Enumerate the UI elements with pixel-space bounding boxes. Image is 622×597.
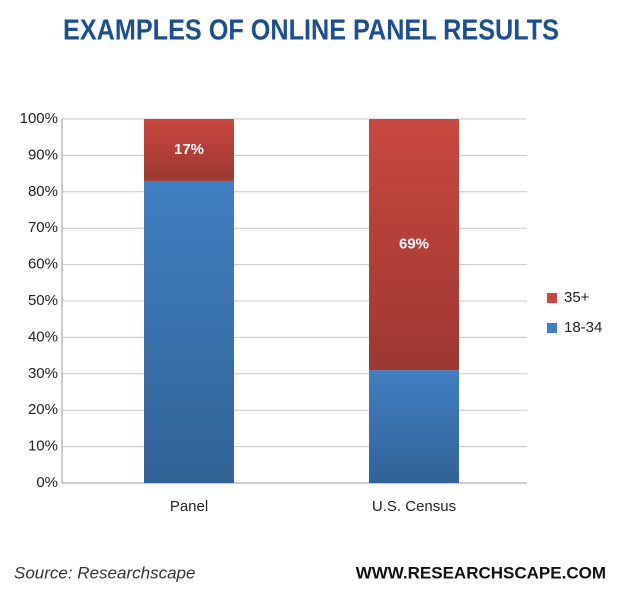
x-tick-label: U.S. Census xyxy=(372,498,456,515)
bar-shade xyxy=(369,119,459,371)
bar-shade xyxy=(144,119,234,181)
data-label: 69% xyxy=(399,236,429,253)
y-tick-label: 50% xyxy=(28,292,58,309)
legend-swatch xyxy=(547,323,557,333)
source: Source: Researchscape xyxy=(14,563,195,582)
y-tick-label: 10% xyxy=(28,438,58,455)
y-tick-label: 40% xyxy=(28,328,58,345)
data-label: 17% xyxy=(174,141,204,158)
website: WWW.RESEARCHSCAPE.COM xyxy=(356,563,606,582)
y-tick-label: 30% xyxy=(28,365,58,382)
legend-label: 35+ xyxy=(564,289,590,306)
y-tick-label: 100% xyxy=(20,110,58,127)
y-tick-label: 90% xyxy=(28,146,58,163)
legend-swatch xyxy=(547,293,557,303)
bar-shade xyxy=(369,370,459,483)
x-tick-label: Panel xyxy=(170,498,208,515)
y-tick-label: 80% xyxy=(28,183,58,200)
bar-shade xyxy=(144,180,234,483)
y-tick-label: 20% xyxy=(28,401,58,418)
chart-title: EXAMPLES OF ONLINE PANEL RESULTS xyxy=(63,15,559,47)
y-tick-label: 70% xyxy=(28,219,58,236)
y-tick-label: 0% xyxy=(36,474,58,491)
legend-label: 18-34 xyxy=(564,319,602,336)
y-tick-label: 60% xyxy=(28,256,58,273)
